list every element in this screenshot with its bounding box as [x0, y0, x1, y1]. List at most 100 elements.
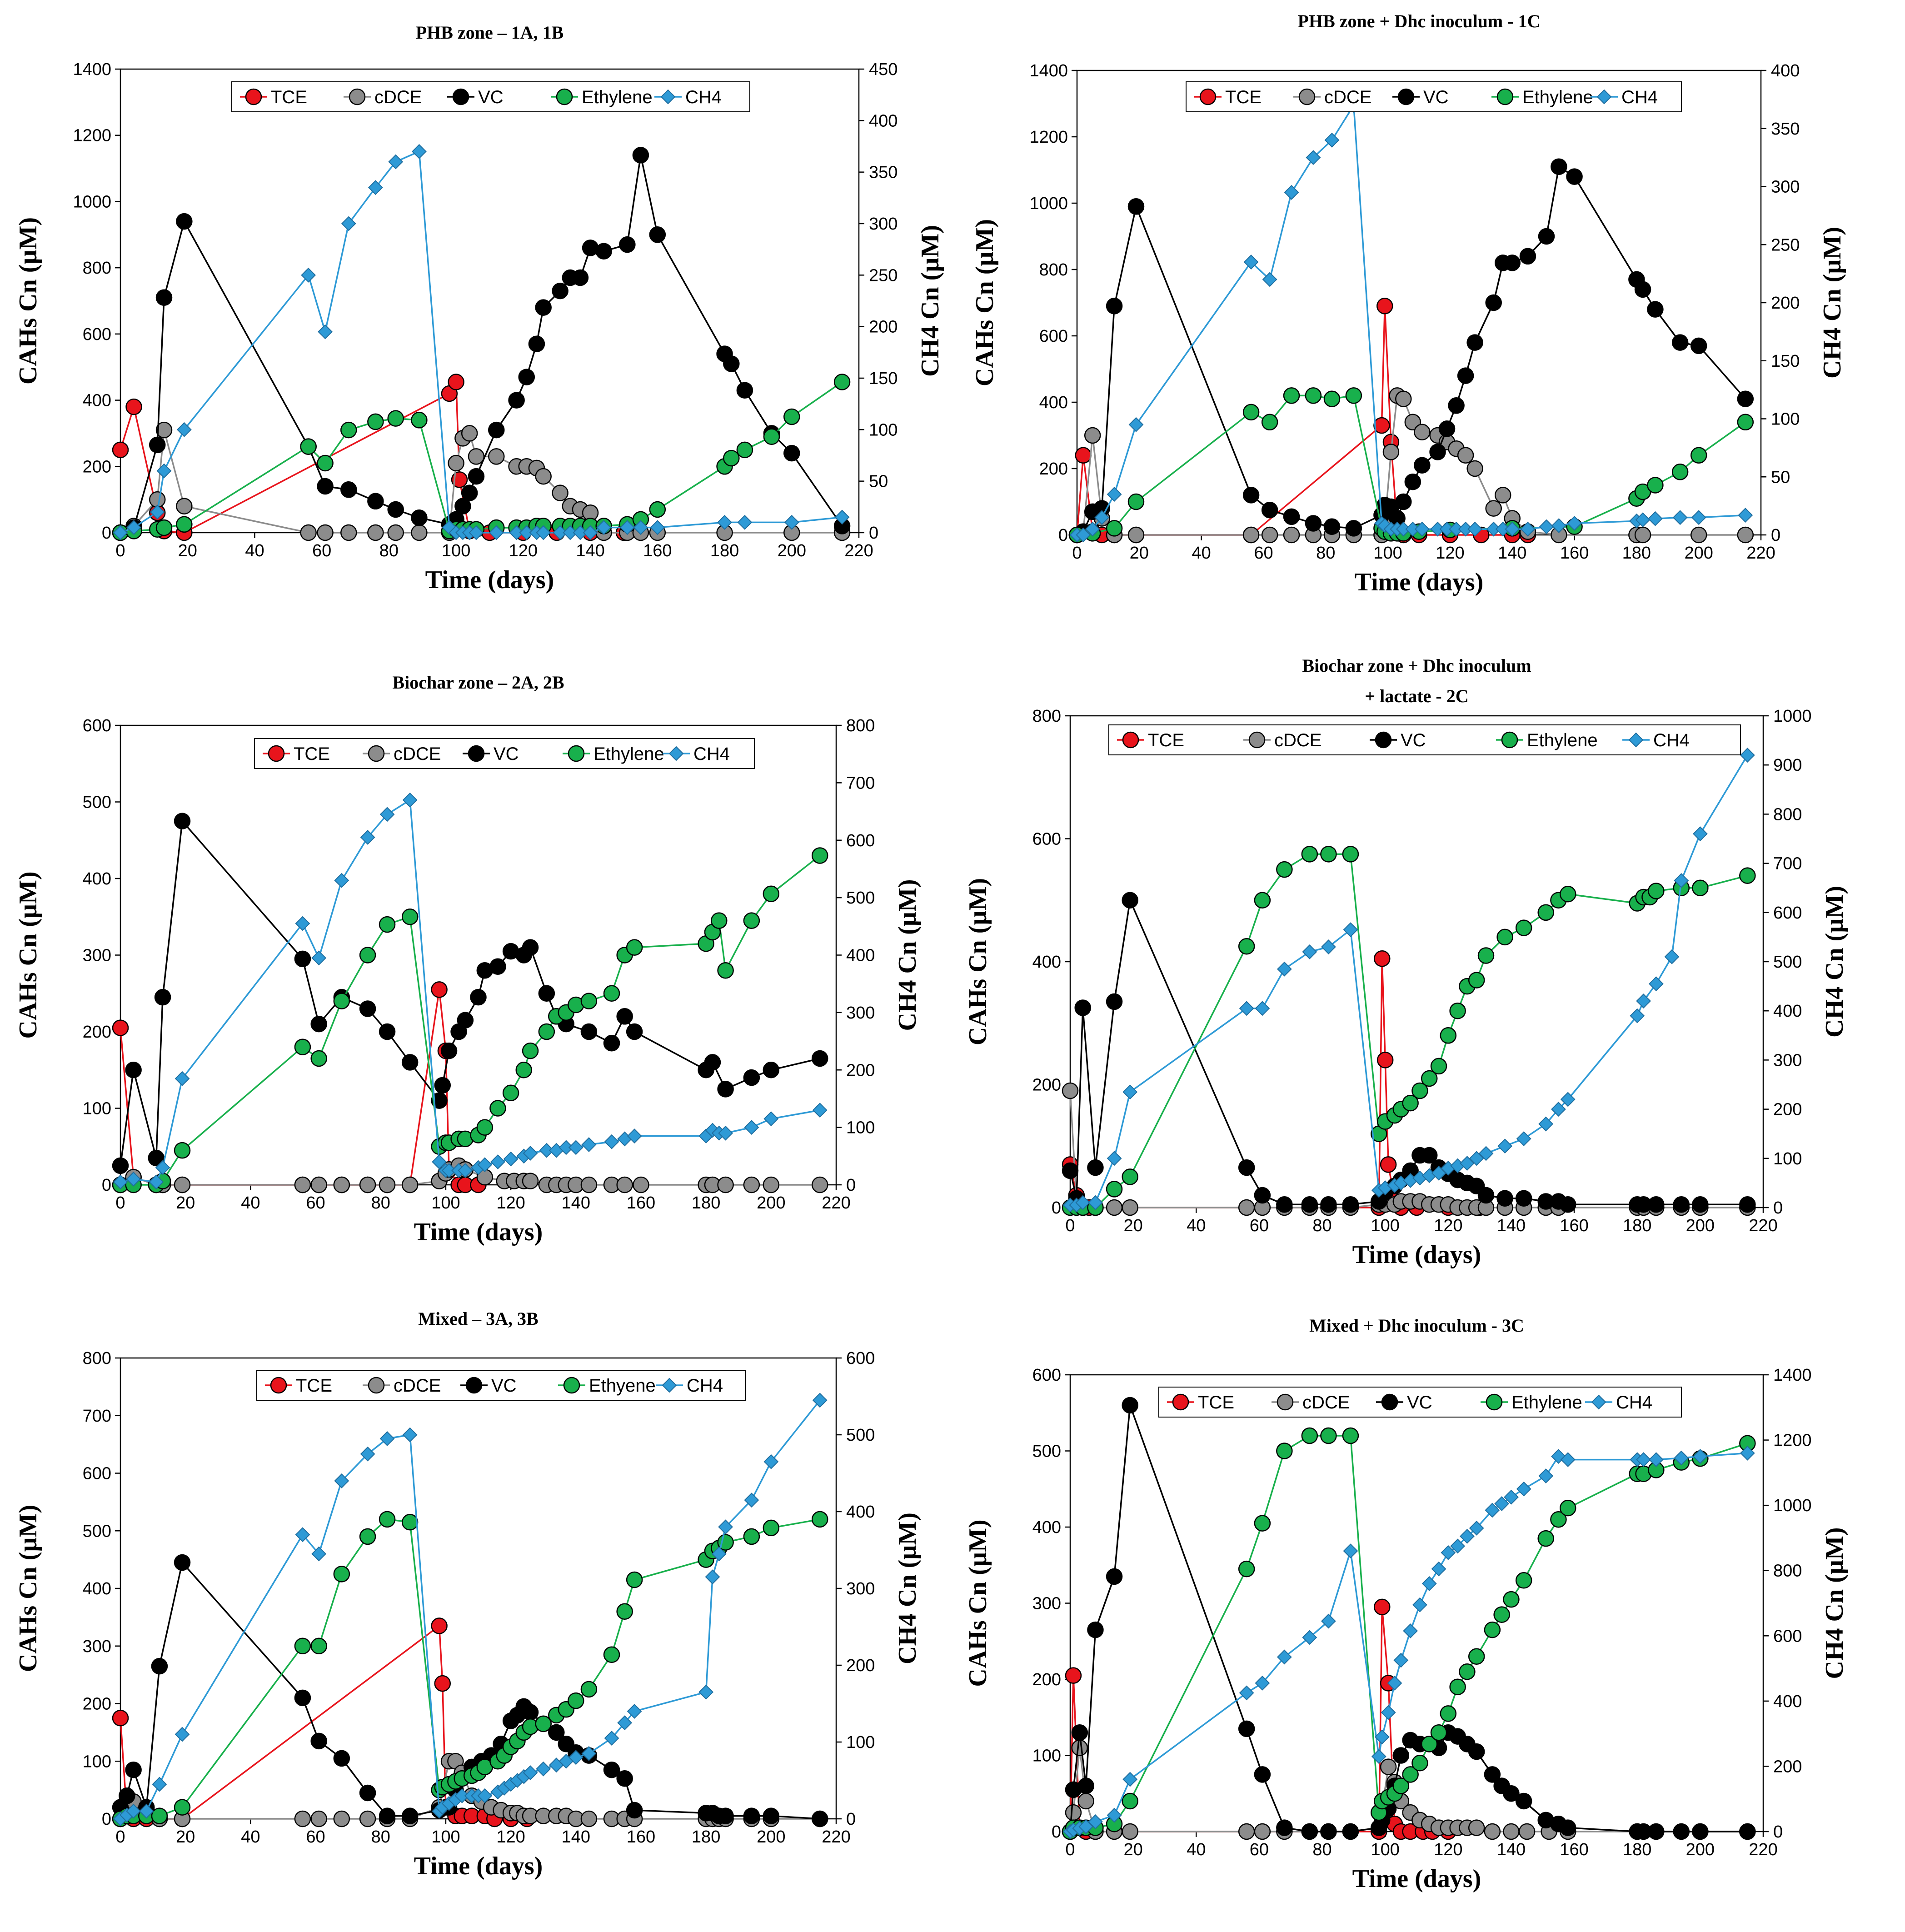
chart-panel-3C: Mixed + Dhc inoculum - 3C 0 20 40 60 80 100 120… [964, 1315, 1849, 1893]
data-point [155, 1160, 170, 1175]
legend-box [231, 81, 750, 112]
data-point [743, 1176, 760, 1193]
data-point [1254, 1766, 1271, 1783]
data-point [1127, 493, 1145, 510]
data-point [627, 1128, 642, 1143]
data-point [174, 813, 191, 829]
data-point [763, 885, 780, 902]
y-left-tick-label: 600 [83, 1464, 111, 1483]
data-point [1127, 526, 1145, 544]
data-point [718, 1519, 733, 1535]
data-point [619, 520, 635, 535]
y-left-tick-label: 400 [1032, 1518, 1061, 1537]
x-tick-label: 180 [1623, 1216, 1651, 1235]
data-point [454, 498, 471, 514]
data-point [1671, 334, 1689, 351]
data-point [1276, 1819, 1293, 1836]
data-point [1519, 248, 1536, 265]
legend-marker [368, 1377, 385, 1394]
data-point [175, 1071, 190, 1086]
legend-label: cDCE [394, 744, 441, 764]
y-left-axis-label: CAHs Cn (µM) [14, 1505, 42, 1672]
data-point [379, 1807, 396, 1824]
data-point [1430, 1058, 1447, 1075]
data-point [1078, 1819, 1094, 1834]
x-tick-label: 180 [1622, 544, 1651, 563]
x-tick-label: 100 [431, 1827, 460, 1847]
data-point [388, 154, 404, 170]
data-point [1122, 1084, 1138, 1100]
data-point [1457, 447, 1474, 464]
data-point [1468, 1819, 1485, 1836]
data-point [317, 524, 334, 541]
data-point [1305, 387, 1322, 404]
chart-panel-3AB: Mixed – 3A, 3B 0 20 40 60 80 100 120 140 160 180 20… [14, 1308, 922, 1880]
data-point [489, 1100, 506, 1117]
data-point [367, 413, 384, 430]
data-point [1376, 298, 1393, 315]
data-point [1647, 477, 1664, 494]
data-point [523, 1146, 538, 1161]
data-point [379, 807, 395, 822]
data-point [379, 1176, 396, 1193]
data-point [1238, 1159, 1255, 1176]
plot-frame [120, 724, 837, 1186]
data-point [572, 269, 589, 286]
y-left-tick-label: 0 [102, 1810, 111, 1829]
data-point [113, 525, 128, 540]
x-tick-label: 160 [1560, 1840, 1588, 1859]
data-point [154, 988, 171, 1006]
data-point [633, 1176, 649, 1193]
chart-title: Biochar zone + Dhc inoculum [1302, 655, 1531, 676]
data-point [432, 1154, 447, 1169]
data-point [334, 1473, 349, 1488]
legend-marker [1375, 731, 1392, 749]
data-point [152, 1777, 167, 1792]
y-right-axis-label: CH4 Cn (µM) [1818, 227, 1846, 379]
data-point [490, 1154, 505, 1169]
data-point [461, 425, 478, 442]
data-point [1254, 1187, 1271, 1204]
y-right-tick-label: 600 [1773, 904, 1802, 923]
legend-label: CH4 [685, 87, 722, 107]
data-point [333, 1810, 350, 1827]
data-point [1692, 826, 1708, 842]
legend-marker [563, 1377, 580, 1394]
data-point [616, 1770, 633, 1787]
y-right-tick-label: 300 [1773, 1051, 1802, 1070]
data-point [411, 412, 428, 429]
legend-label: Ethylene [1527, 730, 1598, 750]
data-point [633, 520, 648, 535]
data-point [1122, 1792, 1138, 1810]
x-tick-label: 60 [306, 1827, 325, 1847]
data-point [1094, 510, 1110, 525]
legend-marker [245, 88, 262, 105]
x-tick-label: 120 [496, 1193, 525, 1213]
data-point [744, 1120, 759, 1135]
data-point [1320, 1427, 1337, 1444]
data-point [1243, 255, 1259, 270]
chart-panel-2AB: Biochar zone – 2A, 2B 0 20 40 60 80 100 120 140 1… [14, 672, 922, 1246]
data-point [1515, 919, 1532, 936]
data-point [1739, 1823, 1756, 1840]
y-right-tick-label: 200 [1773, 1100, 1802, 1119]
y-left-axis-label: CAHs Cn (µM) [14, 871, 42, 1038]
legend: TCE cDCE VC Ethylene CH4 [1158, 1387, 1682, 1418]
data-point [448, 454, 464, 472]
data-point [717, 1807, 734, 1824]
data-point [1430, 1724, 1447, 1741]
x-tick-label: 220 [822, 1827, 850, 1847]
data-point [1520, 521, 1536, 537]
x-tick-label: 0 [1065, 1216, 1075, 1235]
legend: TCE cDCE VC Ethylene CH4 [231, 81, 750, 112]
data-point [580, 1023, 598, 1040]
data-point [1635, 512, 1651, 528]
data-point [717, 1081, 734, 1098]
data-point [1342, 846, 1359, 863]
legend-label: cDCE [1274, 730, 1322, 750]
data-point [488, 448, 505, 465]
data-point [113, 1174, 128, 1190]
legend-label: Ethylene [582, 87, 653, 107]
data-point [617, 1715, 633, 1731]
data-point [379, 1511, 396, 1528]
